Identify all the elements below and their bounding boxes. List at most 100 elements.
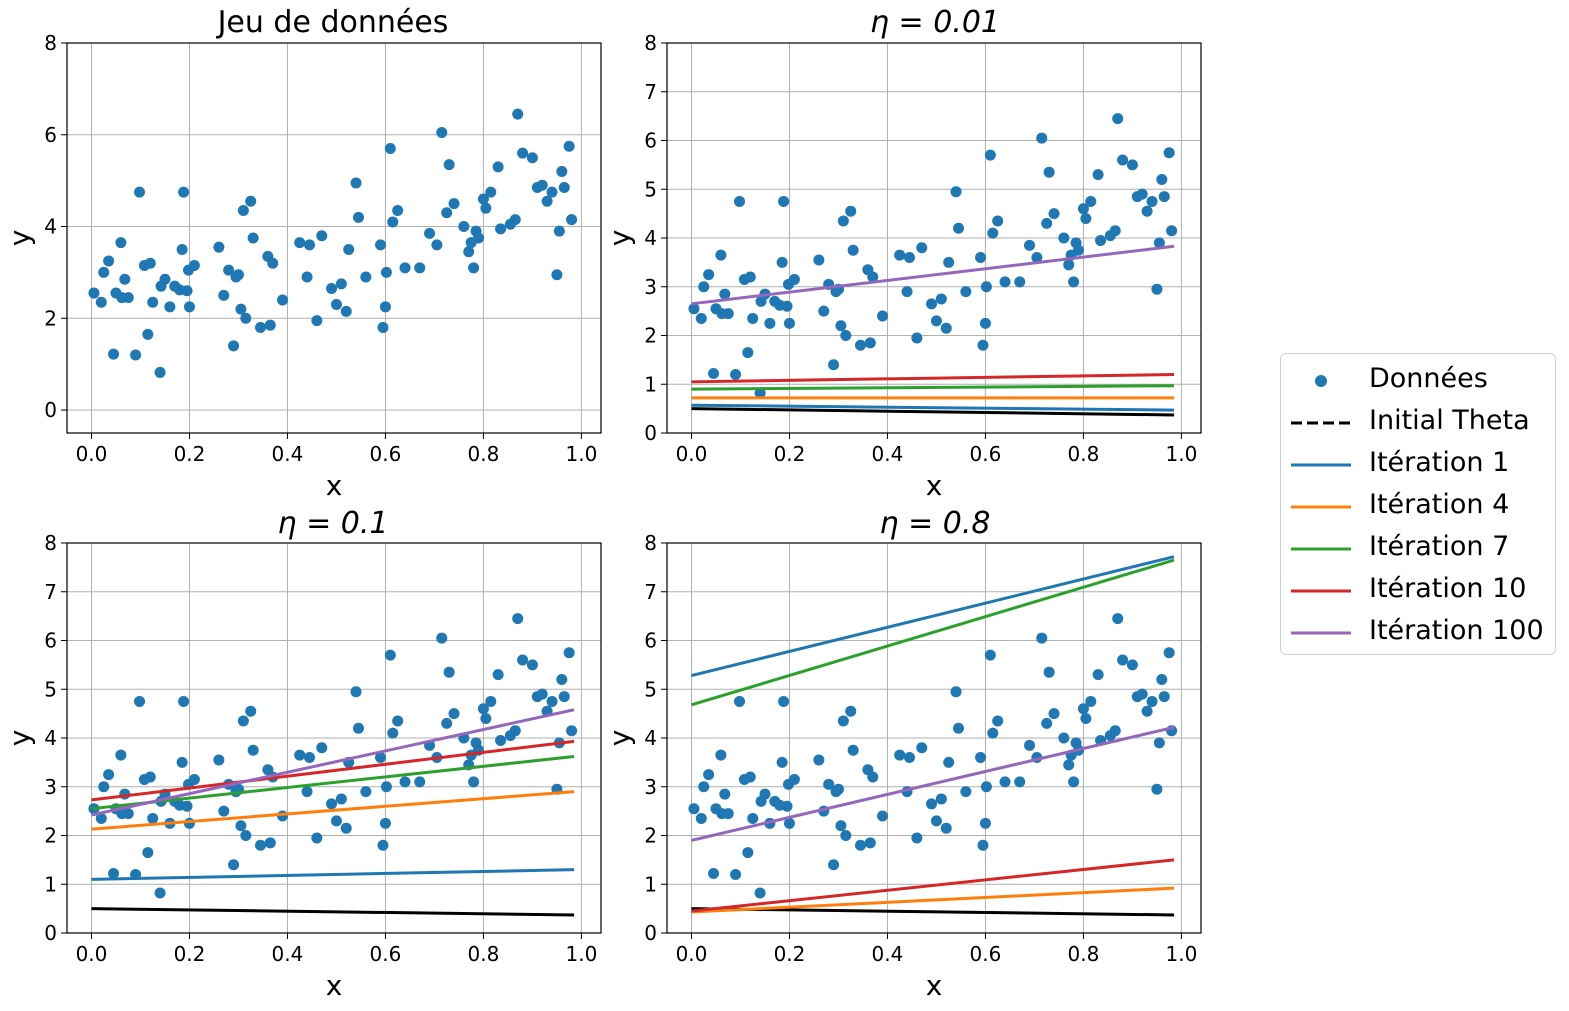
data-point xyxy=(703,269,715,281)
data-point xyxy=(979,817,991,829)
data-point xyxy=(95,296,107,308)
data-point xyxy=(719,788,731,800)
x-tick-label: 1.0 xyxy=(1165,442,1197,466)
data-point xyxy=(237,204,249,216)
x-axis-label: x xyxy=(926,969,943,1002)
data-point xyxy=(223,264,235,276)
legend-label: Données xyxy=(1369,363,1488,394)
x-tick-label: 0.8 xyxy=(468,442,500,466)
subplot-eta-01: η = 0.1 0.0 0.2 0.4 0.6 0.8 1.0 0 1 2 3 4 5 6 7 8 x y xyxy=(3,506,602,1002)
data-point xyxy=(813,754,825,766)
data-point xyxy=(1031,252,1043,263)
data-point xyxy=(122,808,134,820)
data-point xyxy=(1080,213,1092,224)
data-point xyxy=(708,868,720,880)
data-point xyxy=(1085,195,1097,207)
data-point xyxy=(436,632,448,644)
data-point xyxy=(352,722,364,734)
data-point xyxy=(316,230,328,242)
x-tick-label: 0.4 xyxy=(272,442,304,466)
series-line-it-ration-7 xyxy=(691,558,1175,707)
data-point xyxy=(1151,283,1163,295)
data-point xyxy=(335,278,347,290)
data-point xyxy=(108,348,120,360)
data-point xyxy=(441,207,453,219)
series-line-initial-theta xyxy=(691,907,1175,917)
data-point xyxy=(1109,225,1121,237)
x-tick-label: 0.6 xyxy=(370,442,402,466)
data-point xyxy=(1151,783,1163,795)
data-point xyxy=(176,756,188,768)
data-point xyxy=(754,387,766,399)
data-point xyxy=(835,820,847,832)
data-point xyxy=(154,366,166,378)
data-point xyxy=(551,269,563,281)
data-point xyxy=(468,262,480,274)
data-point xyxy=(999,776,1011,788)
data-point xyxy=(115,749,127,761)
data-point xyxy=(695,812,707,824)
data-point xyxy=(734,195,746,207)
data-point xyxy=(477,193,489,205)
data-point xyxy=(1141,705,1153,717)
data-point xyxy=(847,744,859,756)
legend-label: Itération 1 xyxy=(1369,447,1510,478)
data-point xyxy=(828,859,840,871)
data-point xyxy=(781,300,793,312)
y-tick-label: 6 xyxy=(644,129,657,153)
x-tick-label: 0.6 xyxy=(370,942,402,966)
data-point xyxy=(984,149,996,161)
data-point xyxy=(245,195,257,207)
data-point xyxy=(399,262,411,274)
x-tick-label: 0.4 xyxy=(872,442,904,466)
data-point xyxy=(783,317,795,329)
data-point xyxy=(144,771,156,783)
subplot-title: η = 0.8 xyxy=(880,506,991,541)
data-point xyxy=(832,783,844,795)
data-point xyxy=(399,776,411,788)
data-point xyxy=(566,214,578,226)
data-point xyxy=(916,242,928,254)
data-point xyxy=(867,271,879,283)
legend-item-iteration-7: Itération 7 xyxy=(1281,526,1557,568)
data-point xyxy=(1077,703,1089,715)
data-point xyxy=(840,330,852,341)
subplot-eta-08: η = 0.8 0.0 0.2 0.4 0.6 0.8 1.0 0 1 2 3 4 5 6 7 8 x y xyxy=(603,506,1202,1002)
data-point xyxy=(294,237,306,249)
data-point xyxy=(178,186,190,198)
data-point xyxy=(448,198,460,210)
data-point xyxy=(742,847,754,859)
data-point xyxy=(1112,113,1124,125)
data-point xyxy=(1073,244,1085,256)
data-point xyxy=(1136,688,1148,700)
data-point xyxy=(311,315,323,327)
x-tick-label: 0.2 xyxy=(774,942,806,966)
data-point xyxy=(330,299,342,311)
data-point xyxy=(267,257,279,269)
legend-label: Itération 100 xyxy=(1369,615,1544,646)
data-point xyxy=(485,186,497,198)
data-point xyxy=(1146,695,1158,707)
data-point xyxy=(495,223,507,235)
data-point xyxy=(144,257,156,269)
data-point xyxy=(950,186,962,198)
data-point xyxy=(1163,147,1175,159)
data-point xyxy=(134,695,146,707)
legend: Données Initial Theta Itération 1 Itérat… xyxy=(1280,353,1556,655)
data-point xyxy=(855,339,867,351)
data-point xyxy=(744,771,756,783)
data-point xyxy=(754,887,766,899)
data-point xyxy=(228,340,240,352)
dot-marker-icon xyxy=(1315,375,1327,387)
data-point xyxy=(698,781,710,793)
x-tick-label: 0.0 xyxy=(676,942,708,966)
data-point xyxy=(1126,159,1138,171)
data-point xyxy=(1092,169,1104,181)
data-point xyxy=(183,301,195,313)
data-point xyxy=(95,812,107,824)
data-point xyxy=(536,179,548,191)
series-line-it-ration-4 xyxy=(91,790,575,831)
x-tick-label: 0.4 xyxy=(872,942,904,966)
x-tick-label: 0.4 xyxy=(272,942,304,966)
data-point xyxy=(1068,276,1080,288)
